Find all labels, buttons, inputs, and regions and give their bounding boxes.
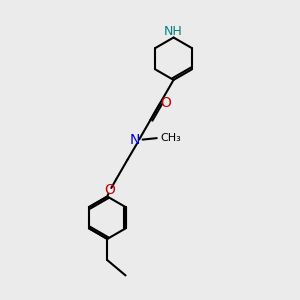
Text: NH: NH (164, 25, 183, 38)
Text: O: O (104, 183, 115, 197)
Text: CH₃: CH₃ (160, 133, 181, 143)
Text: N: N (129, 133, 140, 147)
Text: O: O (160, 96, 171, 110)
